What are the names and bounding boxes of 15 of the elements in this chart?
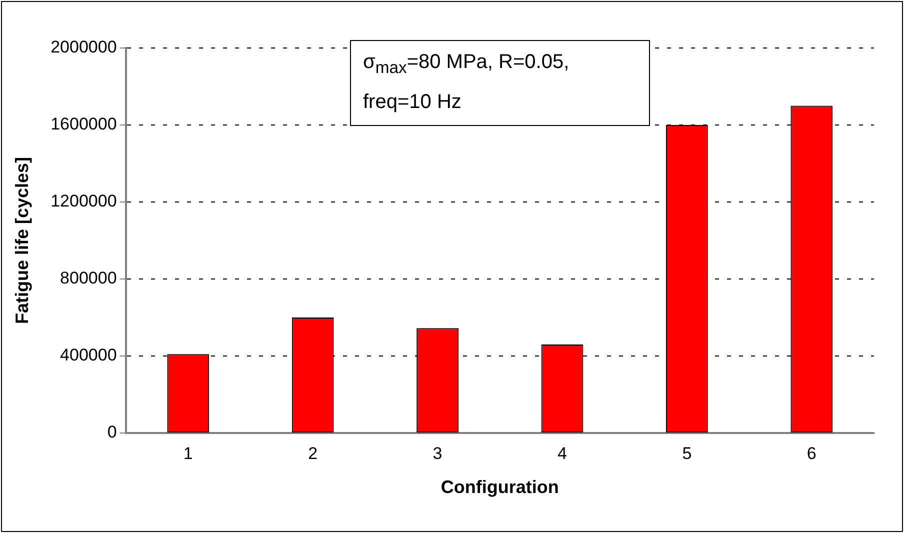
y-tick-label: 800000 [60, 268, 117, 288]
x-tick-label: 4 [558, 444, 567, 463]
x-tick-label: 3 [432, 444, 442, 463]
text-box: σ$_{max}$=80 MPa, R=0.05, freq=10 Hz [350, 40, 650, 126]
y-axis-title: Fatigue life [cycles] [12, 156, 32, 324]
y-tick-label: 0 [107, 422, 117, 442]
x-tick-label: 1 [183, 444, 193, 463]
y-tick-label: 1200000 [50, 192, 117, 211]
y-tick-label: 1600000 [50, 114, 117, 134]
y-tick-label: 2000000 [50, 38, 117, 57]
x-axis-title: Configuration [440, 477, 559, 498]
y-tick-label: 400000 [60, 346, 117, 365]
x-tick-label: 5 [682, 444, 692, 463]
x-tick-label: 6 [806, 444, 816, 463]
x-tick-label: 2 [308, 444, 318, 463]
